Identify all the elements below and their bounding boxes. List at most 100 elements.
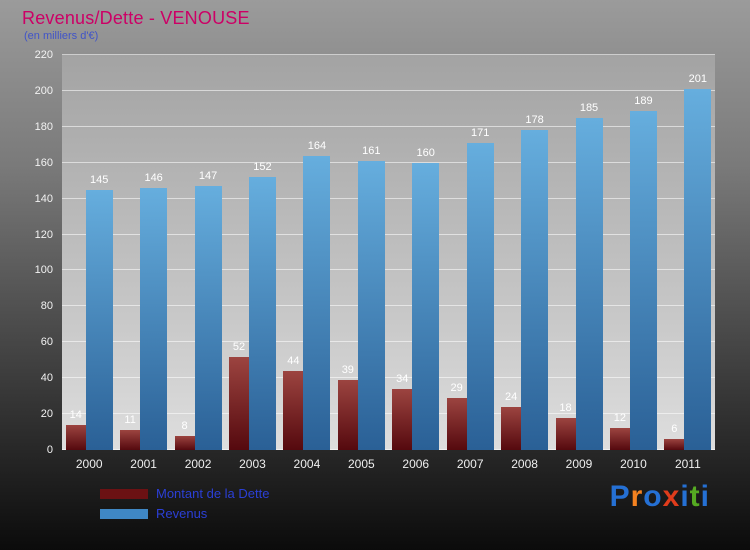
legend-item-revenus: Revenus	[100, 506, 269, 521]
x-tick-label: 2001	[130, 457, 157, 471]
dette-bar: 14	[65, 409, 86, 450]
plot-area: 0 20 40 60 80 100 120 140 160 180 200 220 14 145 11 14…	[35, 49, 715, 456]
gridline	[62, 54, 715, 55]
x-axis: 2000 2001 2002 2003 2004 2005 2006 2007 2008 2009…	[62, 457, 715, 471]
dette-bar: 52	[228, 341, 249, 450]
x-tick-label: 2003	[239, 457, 266, 471]
bar-group: 14 145	[62, 55, 116, 450]
revenus-bar: 160	[412, 147, 440, 450]
y-tick-label: 60	[40, 336, 53, 349]
bar-value-label: 8	[181, 419, 188, 432]
bar-value-label: 24	[504, 390, 518, 403]
gridline	[62, 233, 715, 235]
y-tick-label: 20	[40, 408, 53, 421]
bar-value-label: 201	[688, 73, 708, 86]
bar-group: 29 171	[443, 55, 497, 450]
gridline	[62, 449, 715, 450]
gridline	[62, 161, 715, 163]
bar-value-label: 11	[124, 414, 136, 427]
x-tick-label: 2008	[511, 457, 538, 471]
y-tick-label: 40	[40, 372, 53, 385]
legend-swatch-dette	[100, 488, 148, 499]
revenus-bar: 161	[357, 145, 385, 450]
dette-bar: 44	[283, 355, 304, 450]
logo-letter: x	[662, 480, 681, 513]
dette-bar: 8	[174, 420, 195, 450]
gridline	[62, 197, 715, 199]
x-tick-label: 2005	[347, 457, 375, 471]
bar-value-label: 18	[559, 401, 572, 414]
revenus-bar: 178	[521, 114, 549, 450]
bar-value-label: 6	[671, 423, 678, 436]
dette-bar: 34	[392, 373, 413, 450]
bar-group: 6 201	[661, 55, 715, 450]
dette-bar: 39	[337, 364, 358, 450]
x-tick-label: 2006	[402, 457, 430, 471]
logo-letter: t	[689, 480, 701, 513]
gridline	[62, 125, 715, 127]
gridline	[62, 377, 715, 379]
logo-letter: r	[630, 480, 644, 513]
x-tick-label: 2002	[184, 457, 212, 471]
gridline	[62, 89, 715, 91]
revenus-bar: 152	[248, 161, 276, 450]
x-tick-label: 2007	[456, 457, 484, 471]
revenus-bar: 185	[575, 102, 603, 450]
chart-subtitle: (en milliers d'€)	[24, 30, 99, 42]
revenus-bar: 201	[684, 73, 712, 450]
y-tick-label: 120	[34, 228, 53, 241]
x-tick-label: 2011	[674, 457, 701, 471]
bar-value-label: 44	[287, 355, 300, 367]
bar-group: 52 152	[225, 55, 279, 450]
logo-letter: o	[643, 480, 663, 513]
gridline	[62, 413, 715, 415]
bar-value-label: 39	[341, 363, 354, 376]
legend-swatch-revenus	[100, 508, 148, 519]
revenus-bar: 171	[466, 127, 494, 450]
bar-group: 18 185	[552, 55, 606, 450]
revenus-bar: 145	[85, 174, 113, 450]
x-tick-label: 2009	[565, 457, 593, 471]
legend: Montant de la Dette Revenus	[100, 486, 269, 526]
bar-value-label: 29	[450, 381, 463, 394]
x-tick-label: 2000	[75, 457, 103, 471]
gridline	[62, 305, 715, 307]
bar-value-label: 160	[416, 146, 435, 159]
bar-value-label: 164	[307, 139, 327, 152]
bar-value-label: 152	[253, 161, 272, 174]
bar-value-label: 185	[579, 101, 599, 114]
bar-value-label: 14	[69, 408, 82, 421]
y-tick-label: 220	[34, 49, 53, 61]
logo-letter: P	[609, 480, 631, 513]
y-tick-label: 200	[34, 84, 53, 97]
x-tick-label: 2010	[620, 457, 647, 471]
bar-group: 34 160	[389, 55, 443, 450]
bar-group: 39 161	[334, 55, 388, 450]
y-tick-label: 160	[34, 156, 53, 169]
bar-group: 8 147	[171, 55, 225, 450]
bar-value-label: 146	[144, 171, 163, 184]
bar-group: 24 178	[497, 55, 551, 450]
bar-groups: 14 145 11 146 8 147 52 152 44 164 39 161 34 160 29 171 2…	[62, 55, 715, 450]
y-tick-label: 140	[34, 192, 53, 205]
dette-bar: 24	[501, 391, 522, 450]
bar-value-label: 147	[198, 170, 218, 183]
revenus-bar: 189	[629, 95, 657, 450]
legend-item-dette: Montant de la Dette	[100, 486, 269, 501]
bar-group: 11 146	[116, 55, 170, 450]
chart-title: Revenus/Dette - VENOUSE	[22, 8, 250, 28]
bar-value-label: 52	[232, 340, 246, 353]
y-tick-label: 100	[34, 264, 53, 277]
bar-group: 12 189	[606, 55, 660, 450]
proxiti-logo: Proxiti	[610, 480, 710, 514]
logo-letter: i	[700, 480, 710, 513]
revenus-bar: 146	[140, 172, 168, 450]
bar-value-label: 12	[613, 412, 627, 425]
legend-label-revenus: Revenus	[156, 506, 208, 521]
revenus-bar: 147	[194, 170, 222, 450]
revenus-bar: 164	[303, 140, 331, 450]
bar-value-label: 189	[634, 94, 653, 107]
gridline	[62, 269, 715, 271]
y-tick-label: 180	[34, 120, 53, 133]
